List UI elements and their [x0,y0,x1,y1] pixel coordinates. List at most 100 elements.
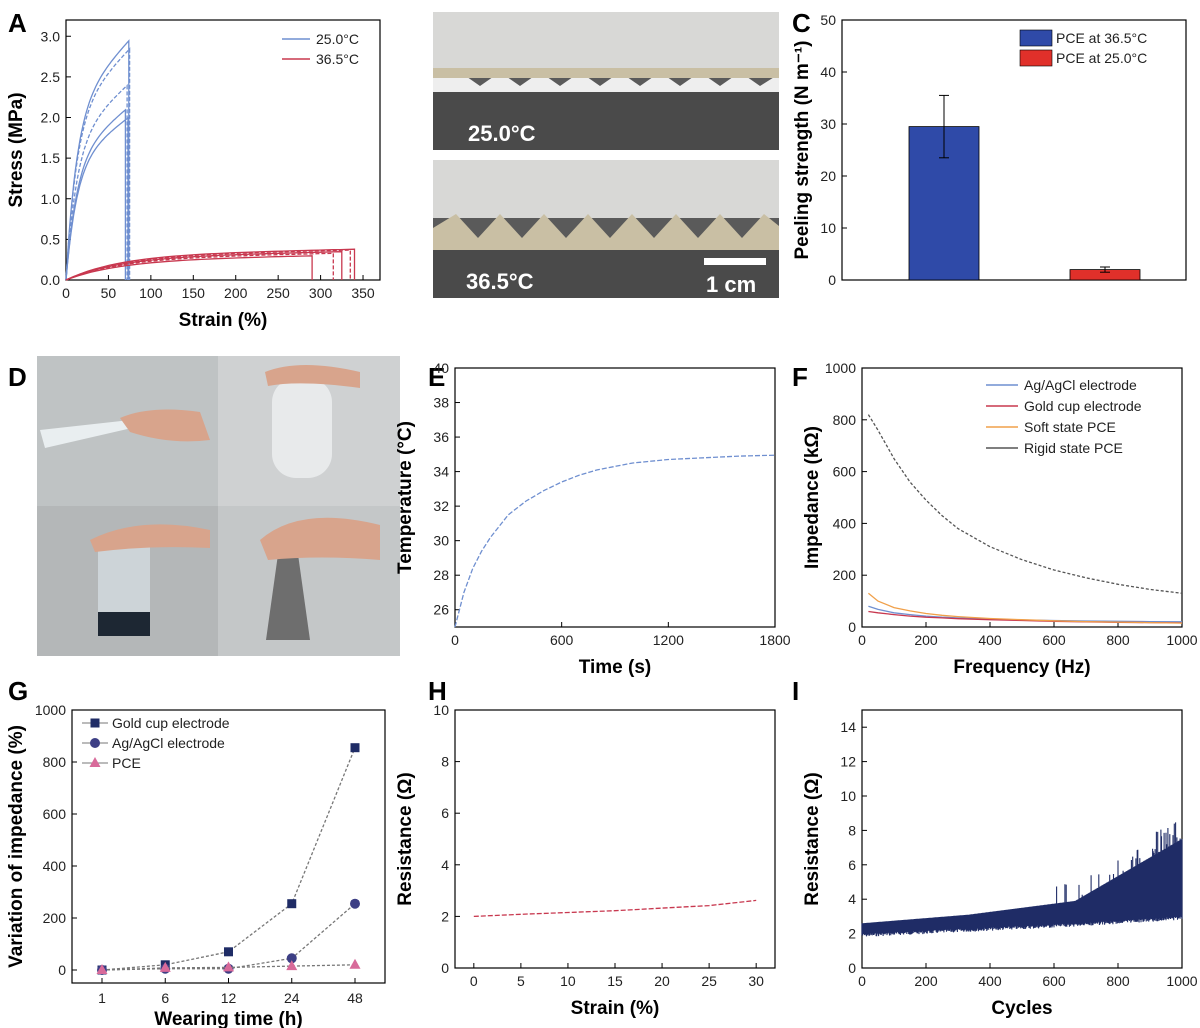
y-axis-label: Stress (MPa) [6,92,27,207]
panel-d-photos [37,356,400,656]
photo-d3-finger [90,524,210,552]
legend-label: PCE [112,755,141,771]
plot-frame [65,19,381,281]
series-0-point [350,743,360,753]
x-tick-label: 15 [607,973,623,989]
y-tick-label: 400 [43,858,67,874]
x-tick-label: 5 [517,973,525,989]
panel-letter-f: F [792,362,808,392]
series-0-curve-1 [65,84,128,281]
x-axis-label: Strain (%) [571,998,660,1019]
legend-label: PCE at 36.5°C [1056,30,1147,46]
y-tick-label: 0 [848,619,856,635]
y-tick-label: 6 [441,805,449,821]
x-tick-label: 0 [470,973,478,989]
x-tick-label: 800 [1106,973,1130,989]
series-0-curve-0 [65,108,127,281]
series-1-curve-4 [65,248,356,281]
y-tick-label: 14 [840,719,856,735]
legend-label: 25.0°C [316,31,359,47]
legend-marker [89,757,101,767]
series-1-curve-1 [65,252,334,281]
legend-label: Gold cup electrode [1024,398,1142,414]
series-1-line [101,903,356,971]
x-tick-label: 0 [62,285,70,301]
y-tick-label: 1000 [825,360,856,376]
panel-letter-a: A [8,8,27,38]
series-2-point [223,961,234,972]
y-tick-label: 200 [43,910,67,926]
y-tick-label: 2 [441,908,449,924]
x-tick-label: 1200 [653,632,684,648]
panel-letter-e: E [428,362,445,392]
scale-bar-label: 1 cm [706,272,756,297]
photo-d4-finger [260,517,380,560]
x-tick-label: 200 [914,973,938,989]
x-tick-label: 25 [701,973,717,989]
y-tick-label: 32 [433,498,449,514]
resistance-cycles-band [861,822,1183,937]
y-tick-label: 0.0 [41,272,61,288]
series-1-point [286,953,297,964]
legend-label: Gold cup electrode [112,715,230,731]
photo-b-bottom-film [433,214,779,250]
panel-letter-i: I [792,676,799,706]
panel-g-variation-chart: 1 6 12 24 48 0 200 400 600 800 1000 Wearing time (h… [6,702,386,1028]
series-0-line [101,747,356,971]
x-tick-label: 200 [224,285,248,301]
series-2-point [349,958,361,969]
x-tick-label: 30 [748,973,764,989]
panel-letter-g: G [8,676,28,706]
legend-label: PCE at 25.0°C [1056,50,1147,66]
plot-frame [841,19,1187,281]
series-0-curve-3 [65,47,131,281]
x-tick-label: 1 [98,990,106,1006]
photo-d2-finger [265,365,360,388]
photo-d2-vial [272,378,332,478]
x-axis-label: Cycles [991,998,1052,1019]
panel-a-stress-strain-chart: 0 50 100 150 200 250 300 350 0.0 0.5 1.0 1.5 2.0 2.5 3… [6,19,381,331]
x-tick-label: 600 [1042,632,1066,648]
panel-b-photos: 25.0°C 36.5°C 1 cm [433,12,779,298]
plot-frame [861,367,1183,628]
y-tick-label: 1.5 [41,150,61,166]
photo-d3-liquid [98,612,150,636]
y-axis-label: Peeling strength (N m⁻¹) [792,40,813,259]
legend-marker [90,718,100,728]
plot-frame [454,367,776,628]
panel-h-resistance-strain-chart: 0 5 10 15 20 25 30 0 2 4 6 8 10 Strain (%) Resistance … [395,702,776,1019]
photo-b-bottom-label: 36.5°C [466,269,534,294]
x-axis-label: Strain (%) [179,310,268,331]
y-tick-label: 400 [833,515,857,531]
y-tick-label: 34 [433,464,449,480]
x-tick-label: 300 [309,285,333,301]
y-tick-label: 10 [840,788,856,804]
y-tick-label: 26 [433,602,449,618]
x-tick-label: 48 [347,990,363,1006]
x-tick-label: 0 [858,973,866,989]
y-tick-label: 0.5 [41,231,61,247]
y-tick-label: 30 [820,116,836,132]
panel-f-impedance-chart: 0 200 400 600 800 1000 0 200 400 600 800 1000 Freque… [802,360,1198,678]
y-tick-label: 600 [43,806,67,822]
y-tick-label: 36 [433,429,449,445]
x-tick-label: 600 [1042,973,1066,989]
y-tick-label: 4 [848,891,856,907]
impedance-series-2 [867,592,1183,624]
x-axis-label: Time (s) [579,657,652,678]
y-tick-label: 40 [433,360,449,376]
y-tick-label: 0 [848,960,856,976]
y-tick-label: 1.0 [41,191,61,207]
legend-swatch [1019,29,1053,47]
y-tick-label: 2.5 [41,69,61,85]
y-tick-label: 30 [433,533,449,549]
y-tick-label: 600 [833,464,857,480]
panel-letter-h: H [428,676,447,706]
y-tick-label: 38 [433,395,449,411]
x-tick-label: 350 [351,285,375,301]
series-1-curve-0 [65,255,313,281]
photo-b-top-structure [433,72,779,92]
y-tick-label: 0 [58,962,66,978]
photo-d1-finger [120,409,210,442]
y-tick-label: 8 [441,754,449,770]
